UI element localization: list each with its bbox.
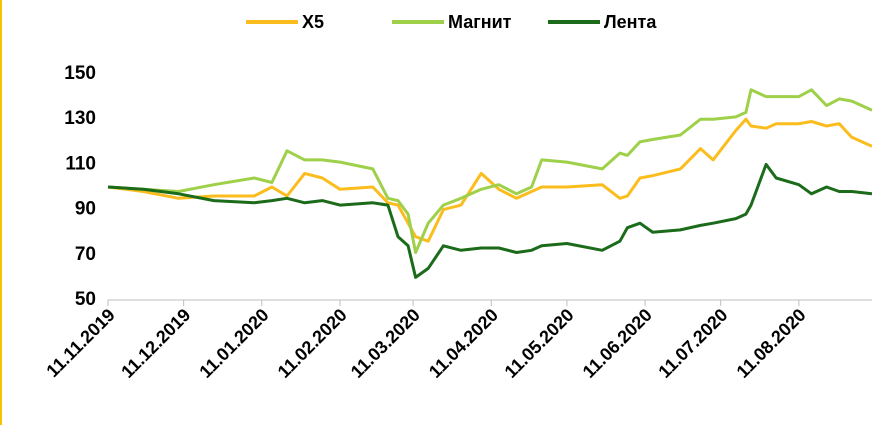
x-tick-label: 11.11.2019 <box>42 305 118 381</box>
x-tick-label: 11.02.2020 <box>274 305 351 382</box>
y-tick-label: 50 <box>75 289 96 310</box>
series-line <box>107 117 872 243</box>
series-line <box>107 162 872 279</box>
y-tick-label: 130 <box>64 108 96 129</box>
x-tick-label: 11.07.2020 <box>654 305 731 382</box>
edge-accent <box>0 0 2 425</box>
x-tick-label: 11.06.2020 <box>579 305 656 382</box>
x-tick-label: 11.08.2020 <box>733 305 810 382</box>
y-tick-label: 150 <box>64 63 96 84</box>
x-tick-label: 11.04.2020 <box>425 305 502 382</box>
y-tick-label: 90 <box>75 199 96 220</box>
legend-label: X5 <box>302 12 324 32</box>
y-tick-label: 110 <box>65 153 96 174</box>
y-tick-label: 70 <box>75 244 96 265</box>
legend-label: Магнит <box>448 12 512 32</box>
x-tick-label: 11.12.2019 <box>117 305 194 382</box>
x-tick-label: 11.05.2020 <box>501 305 578 382</box>
series-line <box>107 88 872 254</box>
x-tick-label: 11.01.2020 <box>195 305 272 382</box>
x-tick-label: 11.03.2020 <box>347 305 424 382</box>
legend-label: Лента <box>604 12 657 32</box>
